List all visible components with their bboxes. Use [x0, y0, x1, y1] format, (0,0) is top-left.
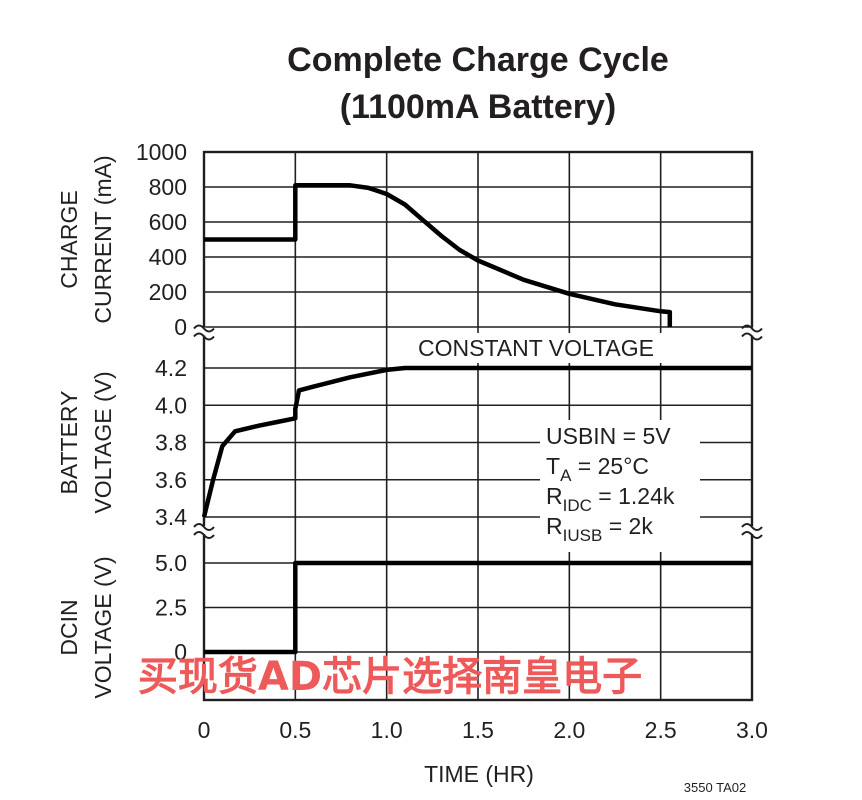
x-tick-label: 1.0 — [371, 717, 403, 743]
y-tick-label: 4.2 — [155, 355, 187, 381]
condition-line: USBIN = 5V — [546, 423, 671, 449]
series-line — [204, 183, 673, 327]
figure-code: 3550 TA02 — [684, 780, 746, 795]
condition-line: RIDC = 1.24k — [546, 483, 675, 515]
y-tick-label: 2.5 — [155, 595, 187, 621]
y-axis-label: CHARGE — [56, 190, 82, 288]
constant-voltage-annotation: CONSTANT VOLTAGE — [418, 335, 654, 361]
break-gap — [202, 526, 206, 534]
x-tick-label: 2.5 — [645, 717, 677, 743]
break-mark — [193, 332, 215, 341]
break-gap — [750, 526, 754, 534]
y-tick-label: 0 — [174, 314, 187, 340]
y-axis-labels: CHARGE CURRENT (mA) BATTERY VOLTAGE (V) DCIN… — [56, 155, 116, 698]
break-mark — [193, 324, 215, 333]
y-axis-label: CURRENT (mA) — [90, 155, 116, 323]
break-mark — [741, 324, 763, 333]
grid-layer — [202, 150, 754, 702]
y-tick-label: 200 — [149, 279, 187, 305]
x-tick-labels: 0 0.5 1.0 1.5 2.0 2.5 3.0 — [198, 717, 768, 743]
x-tick-label: 0 — [198, 717, 211, 743]
break-mark — [193, 531, 215, 539]
y-tick-label: 3.4 — [155, 504, 187, 530]
watermark: 买现货AD芯片选择南皇电子 — [138, 654, 642, 700]
y-tick-label: 5.0 — [155, 550, 187, 576]
break-mark — [193, 523, 215, 531]
condition-line: TA = 25°C — [546, 453, 649, 485]
break-gap — [750, 327, 754, 336]
chart-title: Complete Charge Cycle — [287, 41, 669, 79]
break-mark — [741, 531, 763, 539]
conditions-background — [540, 420, 700, 552]
y-axis-label: VOLTAGE (V) — [90, 371, 116, 513]
series-line — [201, 365, 752, 518]
condition-line: RIUSB = 2k — [546, 513, 653, 545]
curve-layer — [201, 183, 752, 655]
y-tick-label: 800 — [149, 174, 187, 200]
y-tick-label: 400 — [149, 244, 187, 270]
break-mark — [741, 523, 763, 531]
x-tick-label: 3.0 — [736, 717, 768, 743]
y-tick-label: 600 — [149, 209, 187, 235]
break-mark — [741, 332, 763, 341]
y-tick-label: 3.6 — [155, 467, 187, 493]
y-axis-label: VOLTAGE (V) — [90, 556, 116, 698]
series-line — [204, 560, 752, 655]
y-tick-label: 0 — [174, 639, 187, 665]
axis-breaks — [193, 324, 763, 552]
y-axis-label: BATTERY — [56, 391, 82, 495]
y-tick-label: 3.8 — [155, 430, 187, 456]
y-tick-labels: 1000 800 600 400 200 0 4.2 4.0 3.8 3.6 3.4 5.0 2.5 0 — [136, 139, 187, 665]
x-tick-label: 2.0 — [553, 717, 585, 743]
x-tick-label: 0.5 — [279, 717, 311, 743]
y-axis-label: DCIN — [56, 599, 82, 655]
y-tick-label: 1000 — [136, 139, 187, 165]
break-gap — [202, 327, 206, 336]
y-tick-label: 4.0 — [155, 392, 187, 418]
x-tick-label: 1.5 — [462, 717, 494, 743]
chart-subtitle: (1100mA Battery) — [340, 88, 617, 126]
annotation-background — [408, 333, 666, 363]
x-axis-label: TIME (HR) — [424, 761, 534, 787]
